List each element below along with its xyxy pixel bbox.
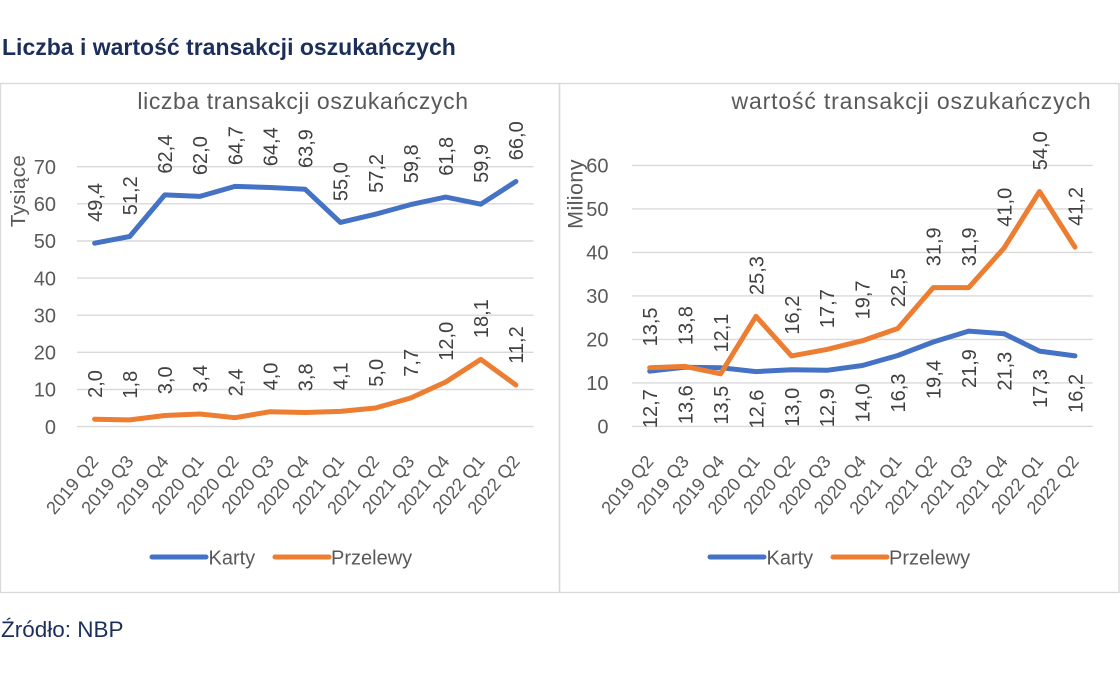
svg-text:3,4: 3,4 [190,365,212,393]
svg-text:16,3: 16,3 [888,374,910,413]
svg-text:Liczba i wartość transakcji os: Liczba i wartość transakcji oszukańczych [2,34,456,60]
svg-text:19,4: 19,4 [924,360,946,399]
svg-text:61,8: 61,8 [436,137,458,176]
svg-text:12,6: 12,6 [746,390,768,429]
svg-text:25,3: 25,3 [746,256,768,295]
svg-text:30: 30 [34,305,56,327]
svg-text:64,7: 64,7 [225,126,247,165]
svg-text:50: 50 [586,199,608,221]
svg-text:40: 40 [34,268,56,290]
svg-text:13,6: 13,6 [676,385,698,424]
svg-text:21,9: 21,9 [959,349,981,388]
svg-text:18,1: 18,1 [471,299,493,338]
svg-text:13,8: 13,8 [676,306,698,345]
svg-text:57,2: 57,2 [366,154,388,193]
svg-text:51,2: 51,2 [120,176,142,215]
svg-text:13,5: 13,5 [640,307,662,346]
svg-text:13,0: 13,0 [782,388,804,427]
svg-text:12,9: 12,9 [817,388,839,427]
svg-text:62,4: 62,4 [155,135,177,174]
svg-text:12,7: 12,7 [640,389,662,428]
svg-text:17,3: 17,3 [1030,369,1052,408]
svg-text:3,0: 3,0 [155,366,177,394]
svg-text:66,0: 66,0 [506,121,528,160]
svg-text:wartość transakcji oszukańczyc: wartość transakcji oszukańczych [731,88,1092,114]
svg-text:60: 60 [586,156,608,178]
svg-text:liczba transakcji oszukańczych: liczba transakcji oszukańczych [137,88,468,114]
svg-text:1,8: 1,8 [120,371,142,399]
svg-text:Miliony: Miliony [564,159,588,229]
svg-text:16,2: 16,2 [782,296,804,335]
svg-text:21,3: 21,3 [994,352,1016,391]
svg-text:Karty: Karty [767,548,814,570]
svg-text:30: 30 [586,286,608,308]
svg-text:Przelewy: Przelewy [889,548,970,570]
svg-text:63,9: 63,9 [296,129,318,168]
svg-text:41,0: 41,0 [994,188,1016,227]
svg-text:20: 20 [34,343,56,365]
svg-text:22,5: 22,5 [888,268,910,307]
svg-text:Karty: Karty [209,548,256,570]
svg-text:70: 70 [34,157,56,179]
svg-text:11,2: 11,2 [506,326,528,363]
svg-text:20: 20 [586,330,608,352]
svg-text:2,4: 2,4 [225,369,247,397]
svg-text:60: 60 [34,194,56,216]
svg-text:62,0: 62,0 [190,136,212,175]
svg-text:49,4: 49,4 [85,183,107,222]
svg-text:0: 0 [45,417,56,439]
svg-text:3,8: 3,8 [296,363,318,391]
svg-text:31,9: 31,9 [924,227,946,266]
svg-text:2,0: 2,0 [85,370,107,398]
svg-text:12,0: 12,0 [436,322,458,361]
svg-text:40: 40 [586,243,608,265]
svg-text:14,0: 14,0 [853,384,875,423]
svg-text:16,2: 16,2 [1065,374,1087,413]
svg-text:55,0: 55,0 [331,162,353,201]
svg-text:13,5: 13,5 [711,386,733,425]
svg-text:4,0: 4,0 [260,363,282,391]
svg-text:Tysiące: Tysiące [7,155,30,227]
svg-text:50: 50 [34,231,56,253]
svg-text:Źródło: NBP: Źródło: NBP [1,617,124,642]
svg-text:12,1: 12,1 [711,314,733,353]
svg-text:17,7: 17,7 [817,289,839,328]
svg-text:10: 10 [34,380,56,402]
svg-text:10: 10 [586,373,608,395]
svg-text:19,7: 19,7 [853,280,875,319]
svg-text:4,1: 4,1 [331,362,353,390]
svg-text:59,9: 59,9 [471,144,493,183]
svg-text:7,7: 7,7 [401,349,423,377]
svg-text:5,0: 5,0 [366,359,388,387]
svg-text:41,2: 41,2 [1065,187,1087,226]
svg-text:0: 0 [597,417,608,439]
svg-text:31,9: 31,9 [959,227,981,266]
svg-text:59,8: 59,8 [401,144,423,183]
svg-text:Przelewy: Przelewy [331,548,412,570]
svg-text:54,0: 54,0 [1030,131,1052,170]
svg-text:64,4: 64,4 [260,127,282,166]
